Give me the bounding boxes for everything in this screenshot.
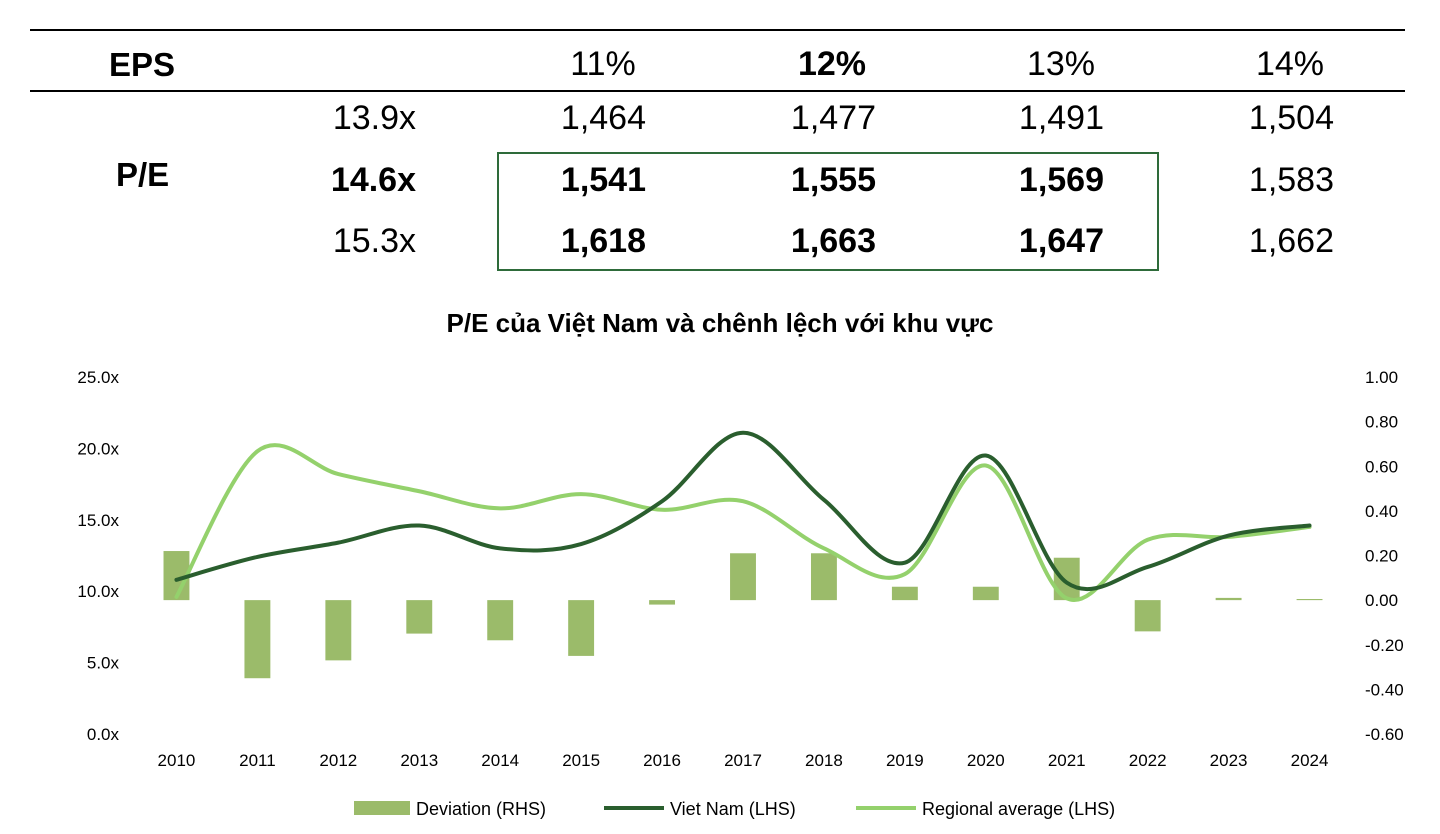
chart-title: P/E của Việt Nam và chênh lệch với khu v…: [446, 308, 994, 338]
legend-label: Deviation (RHS): [416, 799, 546, 819]
deviation-bar: [972, 586, 999, 601]
deviation-bar: [1134, 600, 1161, 632]
x-axis-tick-label: 2012: [319, 751, 357, 770]
x-axis-tick-label: 2022: [1129, 751, 1167, 770]
right-axis-tick-label: -0.40: [1365, 680, 1404, 699]
x-axis-tick-label: 2016: [643, 751, 681, 770]
eps-cell-1-2: 1,569: [1018, 161, 1104, 199]
eps-header-3: 14%: [1255, 45, 1325, 83]
pe-value-0: 13.9x: [332, 99, 416, 137]
eps-cell-1-3: 1,583: [1248, 161, 1334, 199]
viet-nam-lhs-line: [174, 430, 1312, 591]
right-axis-tick-label: 1.00: [1365, 368, 1398, 387]
right-axis-tick-label: 0.20: [1365, 547, 1398, 566]
deviation-bar: [730, 553, 756, 601]
legend-swatch-deviation: [354, 801, 410, 815]
left-axis-tick-label: 10.0x: [77, 582, 119, 601]
left-axis-tick-label: 0.0x: [87, 725, 120, 744]
right-axis-tick-label: 0.80: [1365, 413, 1398, 432]
right-axis-tick-label: 0.40: [1365, 502, 1398, 521]
deviation-bar: [1053, 557, 1080, 601]
right-axis-tick-label: 0.00: [1365, 591, 1398, 610]
right-axis-tick-label: -0.60: [1365, 725, 1404, 744]
eps-cell-0-2: 1,491: [1018, 99, 1104, 137]
eps-label: EPS: [109, 46, 176, 83]
x-axis-tick-label: 2010: [158, 751, 196, 770]
left-axis-tick-label: 25.0x: [77, 368, 119, 387]
eps-cell-2-3: 1,662: [1248, 222, 1334, 260]
pe-value-2: 15.3x: [332, 222, 416, 260]
deviation-bar: [406, 600, 433, 634]
x-axis-tick-label: 2015: [562, 751, 600, 770]
regional-average-lhs-line: [174, 443, 1312, 602]
left-axis-tick-label: 5.0x: [87, 654, 120, 673]
x-axis-tick-label: 2013: [400, 751, 438, 770]
eps-cell-2-0: 1,618: [560, 222, 646, 260]
legend-label: Regional average (LHS): [922, 799, 1115, 819]
pe-label: P/E: [116, 156, 170, 193]
eps-cell-0-3: 1,504: [1248, 99, 1334, 137]
deviation-bar: [810, 553, 837, 601]
x-axis-tick-label: 2021: [1048, 751, 1086, 770]
eps-cell-1-1: 1,555: [790, 161, 876, 199]
eps-header-1: 12%: [797, 45, 867, 83]
x-axis-tick-label: 2024: [1291, 751, 1329, 770]
eps-cell-2-1: 1,663: [790, 222, 876, 260]
eps-cell-1-0: 1,541: [560, 161, 646, 199]
deviation-bar: [1215, 597, 1242, 601]
x-axis-tick-label: 2020: [967, 751, 1005, 770]
eps-header-0: 11%: [570, 45, 636, 83]
pe-value-1: 14.6x: [330, 161, 416, 199]
deviation-bar: [1296, 599, 1323, 601]
x-axis-tick-label: 2014: [481, 751, 519, 770]
eps-cell-0-0: 1,464: [560, 99, 646, 137]
eps-header-2: 13%: [1026, 45, 1096, 83]
table-top-rule: [30, 29, 1405, 31]
x-axis-tick-label: 2019: [886, 751, 924, 770]
deviation-bar: [649, 600, 676, 605]
deviation-bar: [487, 600, 514, 641]
deviation-bar: [325, 600, 352, 661]
x-axis-tick-label: 2018: [805, 751, 843, 770]
deviation-bar: [244, 600, 271, 679]
base-case-highlight-box: [497, 152, 1159, 271]
eps-cell-0-1: 1,477: [790, 99, 876, 137]
legend-label: Viet Nam (LHS): [670, 799, 796, 819]
left-axis-tick-label: 15.0x: [77, 511, 119, 530]
x-axis-tick-label: 2011: [239, 751, 276, 770]
deviation-bar: [568, 600, 595, 656]
right-axis-tick-label: 0.60: [1365, 457, 1398, 476]
eps-cell-2-2: 1,647: [1018, 222, 1104, 260]
x-axis-tick-label: 2023: [1210, 751, 1248, 770]
deviation-bar: [891, 586, 918, 601]
right-axis-tick-label: -0.20: [1365, 636, 1404, 655]
x-axis-tick-label: 2017: [724, 751, 762, 770]
table-header-rule: [30, 90, 1405, 92]
left-axis-tick-label: 20.0x: [77, 439, 119, 458]
